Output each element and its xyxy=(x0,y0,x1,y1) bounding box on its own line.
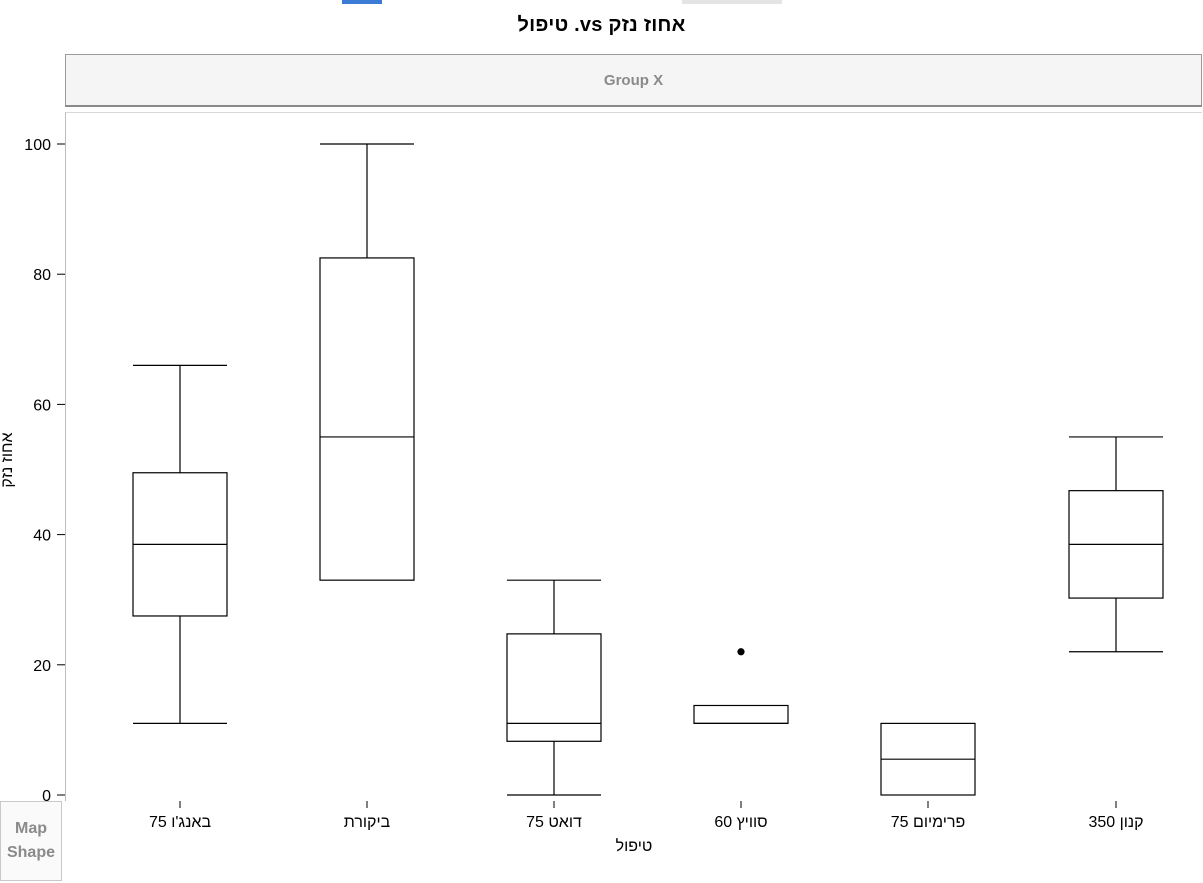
x-axis: באנג'ו 75 ביקורת דואט 75 סוויץ 60 פרימיום 75… xyxy=(149,801,1144,831)
map-shape-label-1: Map xyxy=(15,820,47,837)
top-tab-indicator-inactive[interactable] xyxy=(682,0,782,4)
x-axis-label: טיפול xyxy=(616,837,653,855)
y-tick-label: 20 xyxy=(33,658,51,675)
box-2 xyxy=(319,143,415,581)
x-tick-label: סוויץ 60 xyxy=(714,814,767,831)
box-6 xyxy=(1068,436,1164,653)
y-tick-label: 100 xyxy=(24,137,51,154)
x-tick-label: ביקורת xyxy=(344,814,391,831)
box-iqr xyxy=(506,633,602,742)
group-x-drop-zone[interactable]: Group X xyxy=(65,54,1202,107)
x-tick-label: קנון 350 xyxy=(1088,814,1143,831)
x-tick-label: דואט 75 xyxy=(526,814,582,831)
outlier-point xyxy=(737,648,745,656)
y-tick-label: 60 xyxy=(33,397,51,414)
map-shape-drop-zone[interactable]: Map Shape xyxy=(0,801,62,881)
chart-title: טיפול .vs אחוז נזק xyxy=(517,14,686,36)
x-tick-label: פרימיום 75 xyxy=(891,814,966,831)
y-tick-label: 0 xyxy=(42,788,51,805)
box-4 xyxy=(693,648,789,724)
boxes xyxy=(132,143,1164,796)
group-x-label: Group X xyxy=(603,71,664,89)
box-5 xyxy=(880,722,976,796)
box-3 xyxy=(506,579,602,796)
y-tick-label: 80 xyxy=(33,267,51,284)
top-tab-indicator[interactable] xyxy=(342,0,382,4)
map-shape-label-2: Shape xyxy=(6,844,55,861)
x-tick-label: באנג'ו 75 xyxy=(149,814,211,831)
y-axis-label: אחוז נזק xyxy=(0,432,16,487)
plot-frame[interactable] xyxy=(65,112,1202,801)
y-axis: 0 20 40 60 80 100 xyxy=(24,137,65,805)
box-iqr xyxy=(693,704,789,724)
box-1 xyxy=(132,364,228,724)
box-iqr xyxy=(319,257,415,581)
y-tick-label: 40 xyxy=(33,528,51,545)
